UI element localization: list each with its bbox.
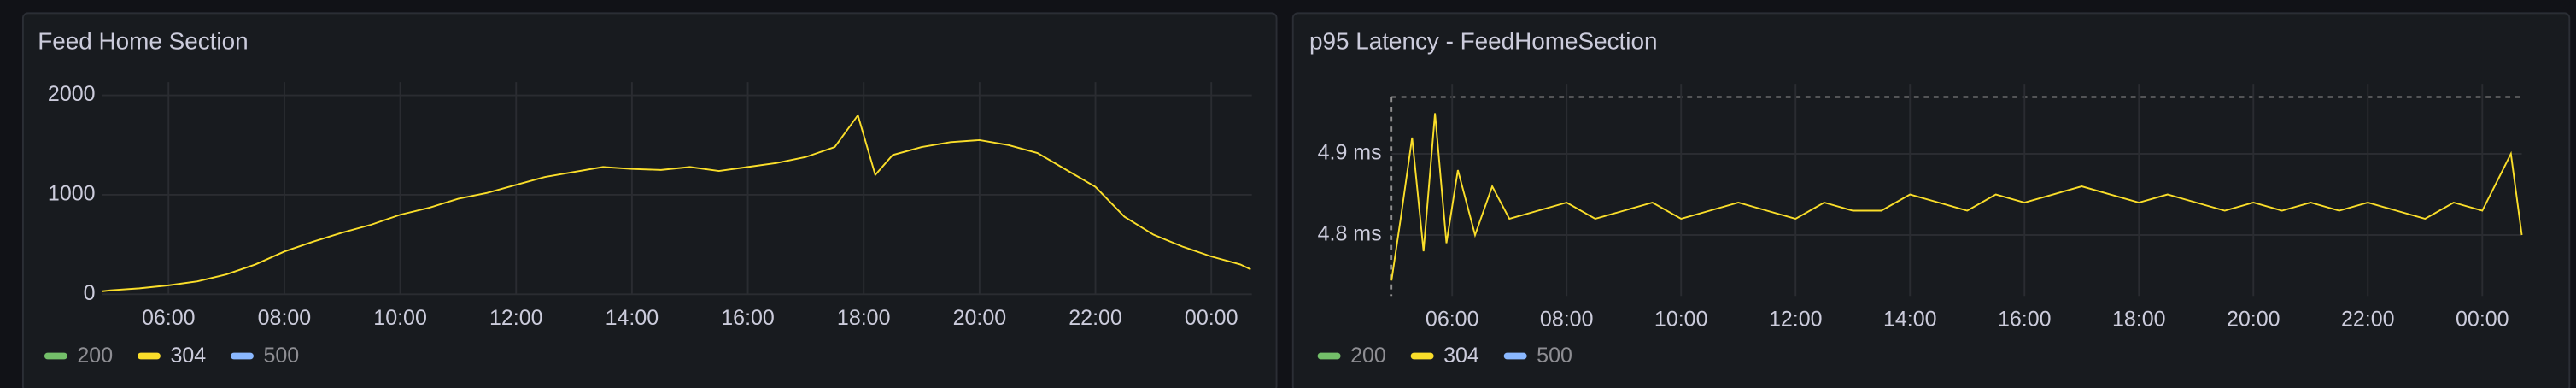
x-tick-label: 22:00 [1068, 306, 1122, 330]
legend-swatch [1410, 352, 1434, 360]
x-tick-label: 06:00 [1426, 308, 1479, 332]
legend-label: 304 [1443, 344, 1479, 367]
y-tick-label: 1000 [48, 182, 96, 206]
x-tick-label: 14:00 [1883, 308, 1937, 332]
y-tick-label: 4.9 ms [1318, 141, 1382, 165]
panel [21, 12, 1278, 388]
x-tick-label: 10:00 [373, 306, 427, 330]
x-tick-label: 20:00 [953, 306, 1007, 330]
x-tick-label: 18:00 [2112, 308, 2166, 332]
legend-swatch [44, 352, 67, 360]
y-tick-label: 4.8 ms [1318, 222, 1382, 246]
x-tick-label: 00:00 [1185, 306, 1238, 330]
y-tick-label: 2000 [48, 82, 96, 106]
legend-swatch [1317, 352, 1341, 360]
x-tick-label: 06:00 [142, 306, 196, 330]
x-tick-label: 16:00 [1998, 308, 2052, 332]
legend-label: 500 [263, 344, 299, 367]
legend-swatch [231, 352, 254, 360]
legend-label: 200 [77, 344, 113, 367]
y-tick-label: 0 [84, 281, 96, 305]
x-tick-label: 12:00 [489, 306, 543, 330]
x-tick-label: 14:00 [606, 306, 659, 330]
series-line [1390, 113, 2523, 281]
legend-label: 500 [1537, 344, 1572, 367]
panel-title: Feed Home Section [38, 28, 248, 55]
x-tick-label: 00:00 [2456, 308, 2509, 332]
panel-title: p95 Latency - FeedHomeSection [1309, 28, 1658, 55]
x-tick-label: 22:00 [2341, 308, 2395, 332]
legend-label: 200 [1350, 344, 1386, 367]
x-tick-label: 10:00 [1654, 308, 1708, 332]
x-tick-label: 16:00 [721, 306, 775, 330]
legend-label: 304 [170, 344, 206, 367]
x-tick-label: 18:00 [837, 306, 891, 330]
x-tick-label: 12:00 [1769, 308, 1823, 332]
legend-swatch [137, 352, 161, 360]
series-line [102, 113, 1251, 292]
legend-swatch [1503, 352, 1527, 360]
x-tick-label: 08:00 [258, 306, 312, 330]
x-tick-label: 20:00 [2227, 308, 2280, 332]
x-tick-label: 08:00 [1540, 308, 1594, 332]
